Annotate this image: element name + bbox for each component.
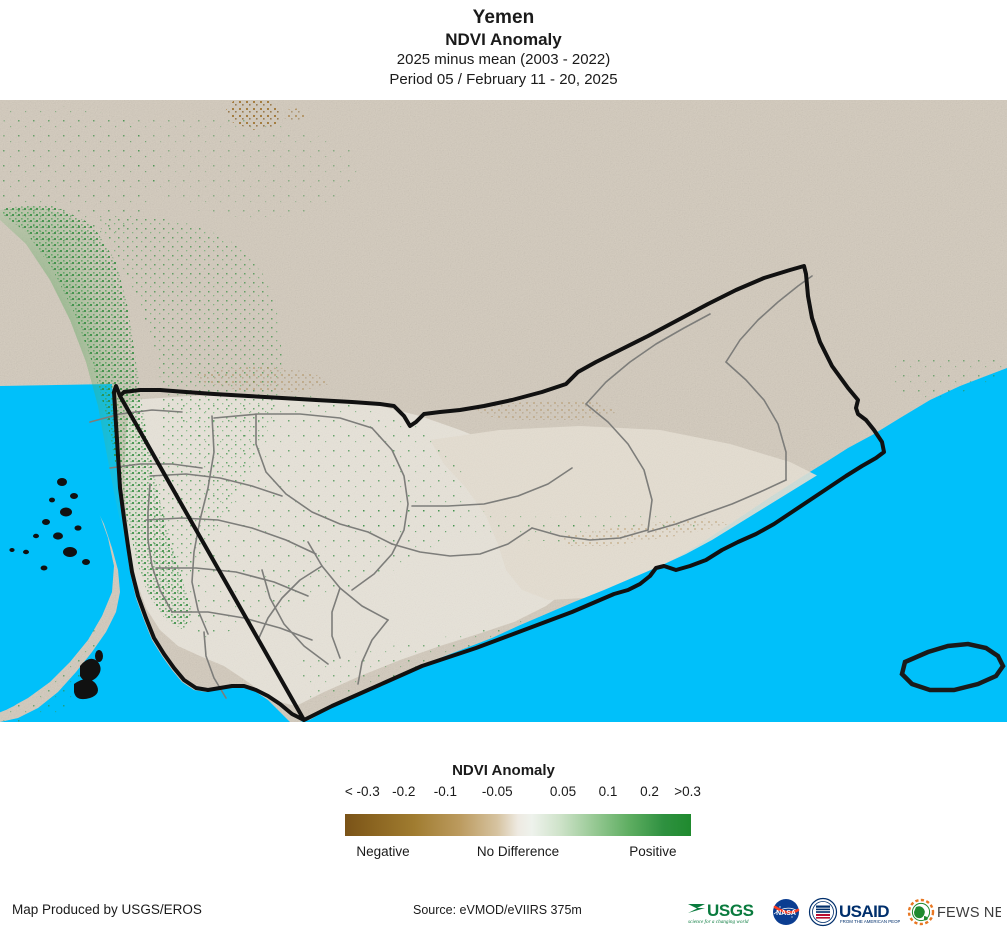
map-comparison-label: 2025 minus mean (2003 - 2022) — [396, 51, 611, 68]
map-period-label: Period 05 / February 11 - 20, 2025 — [389, 71, 618, 88]
svg-text:FEWS NET: FEWS NET — [937, 905, 1001, 921]
legend-captions: Negative No Difference Positive — [0, 844, 1007, 864]
legend-caption-1: No Difference — [476, 844, 560, 859]
gulf-of-aden — [306, 376, 1007, 722]
legend-tick-4: 0.05 — [549, 784, 577, 799]
map-subtitle: NDVI Anomaly — [445, 30, 562, 49]
negative-anomaly-zone — [196, 100, 730, 546]
legend: NDVI Anomaly < -0.3 -0.2 -0.1 -0.05 0.05 0.1 0… — [0, 762, 1007, 867]
water-bodies — [0, 376, 1007, 722]
legend-color-ramp — [345, 814, 691, 836]
red-sea-islands — [9, 478, 103, 700]
wadi-green-band-central — [280, 508, 600, 542]
legend-tick-0: < -0.3 — [344, 784, 380, 799]
northwest-green-patch — [2, 106, 160, 246]
map-canvas[interactable] — [0, 100, 1007, 722]
map-title-block: Yemen NDVI Anomaly 2025 minus mean (2003… — [0, 0, 1007, 100]
inland-brown-trace-a — [196, 366, 330, 392]
page-title: Yemen — [472, 7, 535, 28]
svg-text:NASA: NASA — [776, 910, 796, 917]
svg-text:FROM THE AMERICAN PEOPLE: FROM THE AMERICAN PEOPLE — [840, 919, 900, 924]
highland-green-speckle-a — [2, 204, 192, 630]
yemen-country-border — [112, 264, 886, 722]
socotra-outline — [899, 641, 1006, 693]
legend-caption-2: Positive — [629, 844, 677, 859]
usaid-logo[interactable]: USAID FROM THE AMERICAN PEOPLE — [808, 897, 900, 927]
inland-brown-trace-b — [476, 400, 620, 420]
svg-text:USAID: USAID — [839, 902, 889, 921]
svg-text:science for a changing world: science for a changing world — [688, 918, 749, 925]
footer-logos: USGS science for a changing world NASA — [687, 894, 1001, 930]
footer-source: Source: eVMOD/eVIIRS 375m — [413, 903, 582, 917]
legend-title: NDVI Anomaly — [452, 762, 555, 779]
ndvi-anomaly-map[interactable] — [0, 100, 1007, 722]
fewsnet-globe-icon — [907, 898, 935, 926]
red-sea-body — [0, 390, 106, 713]
legend-caption-0: Negative — [356, 844, 410, 859]
legend-tick-labels: < -0.3 -0.2 -0.1 -0.05 0.05 0.1 0.2 >0.3 — [0, 784, 1007, 803]
legend-tick-7: >0.3 — [674, 784, 701, 799]
nasa-logo[interactable]: NASA — [771, 897, 801, 927]
footer-credit: Map Produced by USGS/EROS — [12, 902, 202, 917]
footer: Map Produced by USGS/EROS Source: eVMOD/… — [0, 890, 1007, 936]
eastern-desert-pale — [430, 426, 850, 600]
fewsnet-logo[interactable]: FEWS NET — [907, 897, 1001, 927]
north-sparse-green — [120, 116, 360, 218]
legend-tick-3: -0.05 — [481, 784, 513, 799]
usaid-seal — [808, 897, 838, 927]
legend-tick-2: -0.1 — [433, 784, 457, 799]
svg-text:USGS: USGS — [707, 901, 754, 920]
admin-boundaries — [89, 275, 813, 699]
legend-tick-6: 0.2 — [640, 784, 659, 799]
north-brown-patch — [226, 100, 282, 130]
legend-tick-5: 0.1 — [598, 784, 618, 799]
north-brown-patch-small — [284, 108, 306, 122]
usgs-logo[interactable]: USGS science for a changing world — [687, 897, 764, 927]
legend-tick-1: -0.2 — [392, 784, 416, 799]
